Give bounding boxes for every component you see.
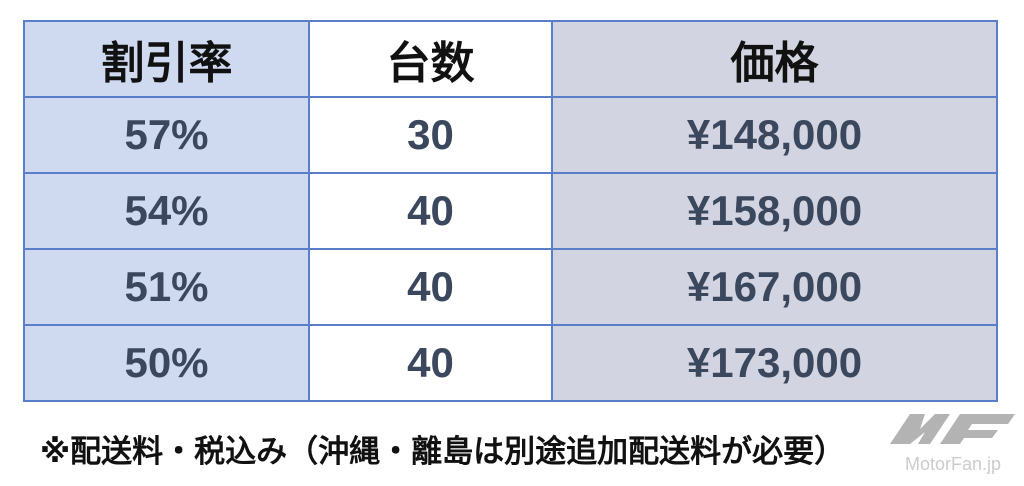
- cell-discount: 51%: [23, 248, 310, 326]
- cell-price: ¥167,000: [551, 248, 998, 326]
- svg-text:MotorFan.jp: MotorFan.jp: [905, 454, 1001, 474]
- price-table: 割引率 台数 価格 57% 30 ¥148,000 54% 40 ¥158,00…: [23, 20, 998, 402]
- cell-units: 40: [308, 324, 553, 402]
- cell-discount: 50%: [23, 324, 310, 402]
- cell-units: 40: [308, 172, 553, 250]
- table-row: 50% 40 ¥173,000: [23, 324, 998, 402]
- watermark-logo: MotorFan.jp: [890, 414, 1015, 474]
- header-price: 価格: [551, 20, 998, 98]
- cell-units: 40: [308, 248, 553, 326]
- cell-discount: 54%: [23, 172, 310, 250]
- cell-price: ¥148,000: [551, 96, 998, 174]
- header-units: 台数: [308, 20, 553, 98]
- table-row: 57% 30 ¥148,000: [23, 96, 998, 174]
- header-row: 割引率 台数 価格: [23, 20, 998, 98]
- header-discount-rate: 割引率: [23, 20, 310, 98]
- cell-units: 30: [308, 96, 553, 174]
- cell-price: ¥158,000: [551, 172, 998, 250]
- footnote: ※配送料・税込み（沖縄・離島は別途追加配送料が必要）: [40, 434, 846, 470]
- cell-price: ¥173,000: [551, 324, 998, 402]
- table-row: 54% 40 ¥158,000: [23, 172, 998, 250]
- cell-discount: 57%: [23, 96, 310, 174]
- table-row: 51% 40 ¥167,000: [23, 248, 998, 326]
